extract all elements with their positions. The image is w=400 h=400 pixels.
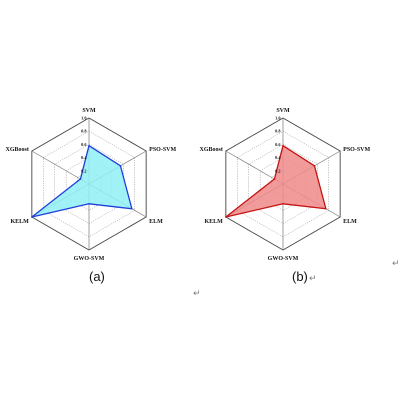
axis-label: PSO-SVM <box>149 147 176 153</box>
radar-chart-b: 0.2 0.4 0.6 0.8 1.0 SVM PSO-SVM ELM GWO-SVM KELM X… <box>199 108 370 262</box>
axis-label: XGBoost <box>5 147 28 153</box>
tick-label: 0.2 <box>81 168 86 173</box>
tick-label: 0.2 <box>275 168 280 173</box>
axis-label: XGBoost <box>199 147 222 153</box>
axis-label: ELM <box>343 219 357 225</box>
data-point <box>273 178 276 180</box>
caption-b: (b) <box>292 269 308 284</box>
radar-chart-a: 0.2 0.4 0.6 0.8 1.0 SVM PSO-SVM ELM GWO-SVM KELM X… <box>5 108 176 262</box>
return-mark: ↵ <box>392 259 400 269</box>
return-mark: ↵ <box>193 289 201 299</box>
data-point <box>131 207 133 210</box>
tick-label: 0.8 <box>81 129 86 134</box>
tick-label: 1.0 <box>81 116 86 121</box>
return-mark: ↵ <box>309 274 317 284</box>
axis-label: SVM <box>82 108 96 114</box>
data-point <box>88 203 90 205</box>
data-point <box>282 144 284 147</box>
axis-label: KELM <box>10 219 29 225</box>
data-point <box>313 165 316 167</box>
axis-spoke <box>225 150 284 185</box>
axis-label: PSO-SVM <box>343 147 370 153</box>
tick-label: 0.6 <box>275 142 281 147</box>
data-point <box>325 207 327 210</box>
data-point <box>31 216 33 218</box>
axis-label: ELM <box>149 219 163 225</box>
tick-label: 0.4 <box>275 155 281 160</box>
axis-label: KELM <box>204 219 223 225</box>
axis-label: GWO-SVM <box>74 256 105 262</box>
tick-label: 0.6 <box>81 142 87 147</box>
tick-label: 0.8 <box>275 129 280 134</box>
caption-a: (a) <box>89 269 105 284</box>
data-point <box>225 216 227 218</box>
data-point <box>88 144 90 147</box>
axis-label: SVM <box>276 108 290 114</box>
tick-label: 1.0 <box>275 116 280 121</box>
axis-spoke <box>31 150 90 185</box>
data-point <box>119 165 122 167</box>
axis-label: GWO-SVM <box>268 256 299 262</box>
data-point <box>79 178 82 180</box>
tick-label: 0.4 <box>81 155 87 160</box>
data-point <box>282 203 284 205</box>
